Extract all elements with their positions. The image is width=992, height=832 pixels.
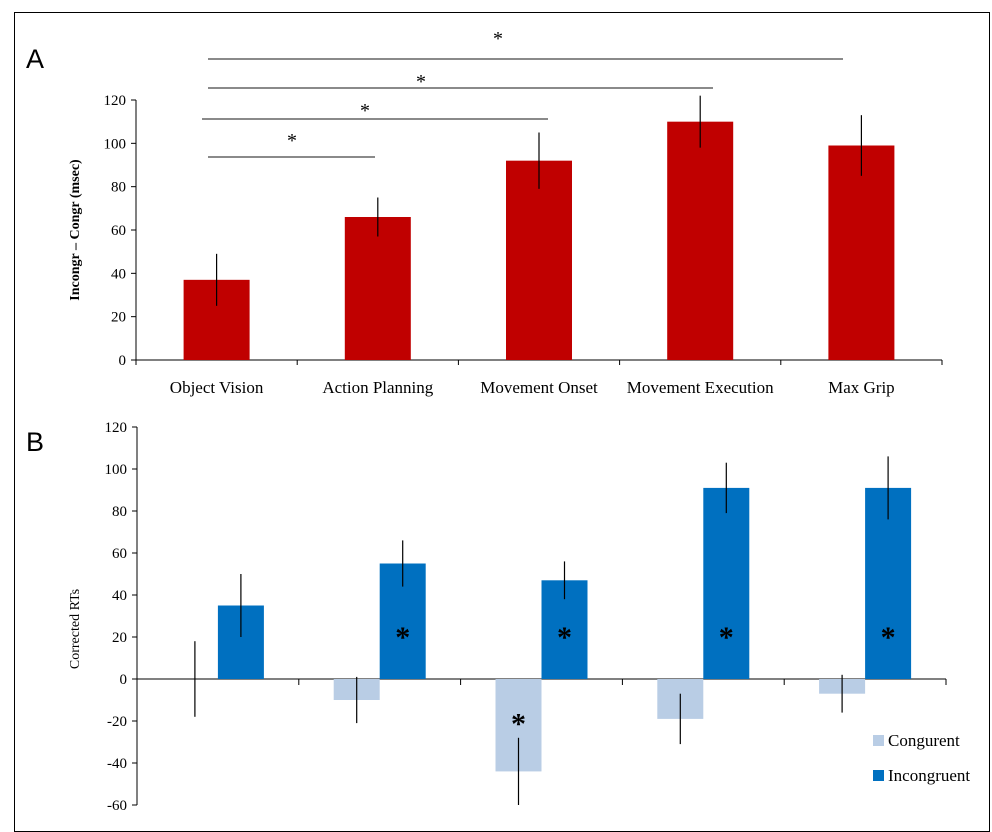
a-significance-star: * <box>287 130 297 152</box>
b-significance-star: * <box>395 621 410 654</box>
a-category-label: Max Grip <box>828 378 895 397</box>
a-category-label: Movement Execution <box>627 378 774 397</box>
panel-a-letter: A <box>26 44 44 74</box>
a-category-label: Movement Onset <box>480 378 598 397</box>
a-y-tick-label: 100 <box>104 136 127 152</box>
b-legend-label: Incongruent <box>888 766 970 785</box>
b-y-tick-label: 60 <box>112 546 127 562</box>
a-y-tick-label: 80 <box>111 180 126 196</box>
b-y-tick-label: -60 <box>107 798 127 814</box>
a-significance-star: * <box>360 100 370 122</box>
a-y-axis-label: Incongr – Congr (msec) <box>68 159 83 301</box>
a-bar <box>344 217 411 360</box>
b-y-tick-label: 20 <box>112 630 127 646</box>
b-y-tick-label: 100 <box>105 462 128 478</box>
b-significance-star: * <box>719 621 734 654</box>
a-y-tick-label: 40 <box>111 266 126 282</box>
b-bar-incongruent <box>703 487 750 679</box>
a-category-label: Object Vision <box>170 378 264 397</box>
b-significance-star: * <box>511 708 526 741</box>
a-category-label: Action Planning <box>322 378 433 397</box>
b-y-tick-label: 40 <box>112 588 127 604</box>
a-significance-star: * <box>416 71 426 93</box>
b-bar-incongruent <box>865 487 912 679</box>
a-bar <box>828 145 895 360</box>
b-significance-star: * <box>557 621 572 654</box>
b-legend-swatch <box>873 735 884 746</box>
a-y-tick-label: 20 <box>111 310 126 326</box>
a-bar <box>667 121 734 361</box>
a-y-tick-label: 60 <box>111 223 126 239</box>
b-significance-star: * <box>881 621 896 654</box>
b-y-tick-label: -20 <box>107 714 127 730</box>
panel-b-chart: -60 -40 -20 0 20 40 60 80 100 120 * * * * * Corrected R… <box>68 420 970 814</box>
b-y-tick-label: 0 <box>120 672 128 688</box>
a-y-tick-label: 0 <box>119 353 127 369</box>
b-y-axis-label: Corrected RTs <box>68 589 83 669</box>
a-y-tick-label: 120 <box>104 93 127 109</box>
a-bar <box>506 160 572 360</box>
b-y-tick-label: 120 <box>105 420 128 436</box>
b-legend-label: Congurent <box>888 731 960 750</box>
panel-a-chart: 0 20 40 60 80 100 120 Object Vision Action Plann… <box>68 28 943 397</box>
b-y-tick-label: 80 <box>112 504 127 520</box>
a-significance-star: * <box>493 28 503 50</box>
panel-b-letter: B <box>26 427 44 457</box>
b-y-tick-label: -40 <box>107 756 127 772</box>
b-legend-swatch <box>873 770 884 781</box>
